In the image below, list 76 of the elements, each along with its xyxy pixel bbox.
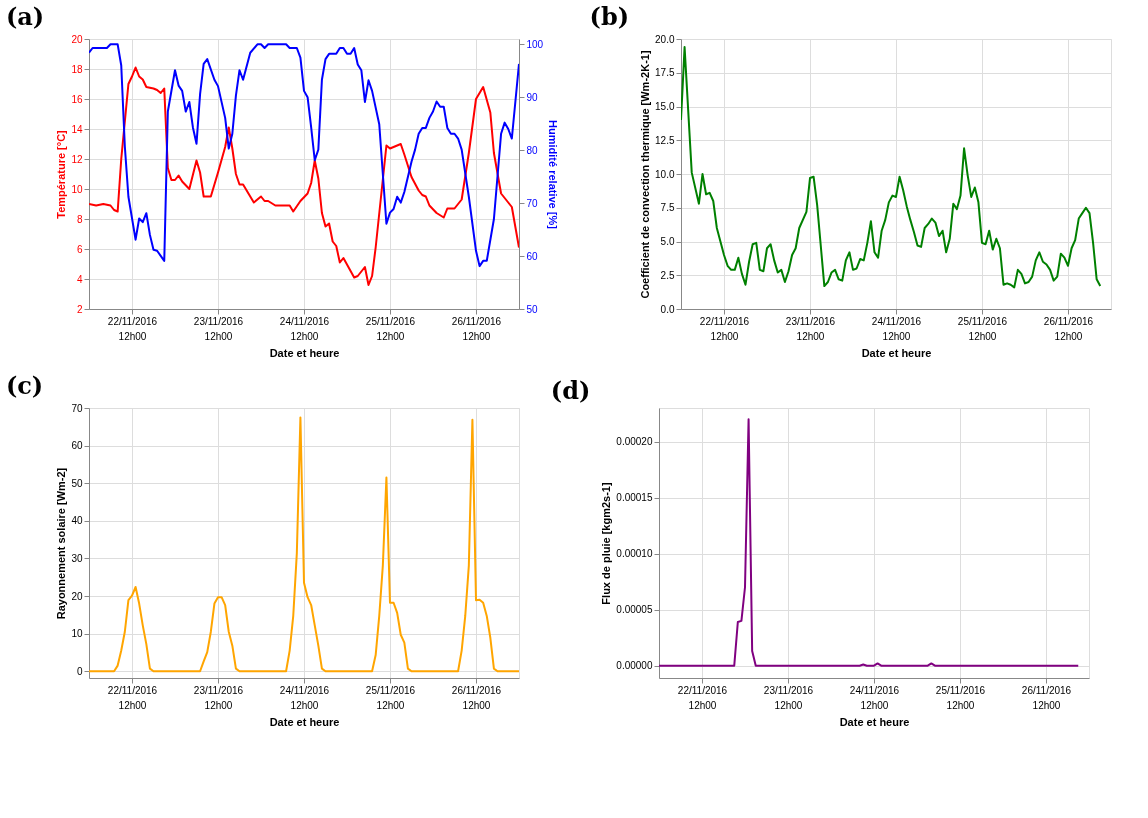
y-tick-label: 15.0 <box>655 101 675 112</box>
y-tick-label: 40 <box>71 515 83 527</box>
y-tick-label: 7.5 <box>660 202 675 214</box>
y-tick-label: 12.5 <box>655 134 675 146</box>
y2-tick-label: 80 <box>526 144 539 156</box>
y-tick-label: 10 <box>71 183 83 195</box>
y2-tick-label: 90 <box>526 91 539 103</box>
x-tick-label: 26/11/2016 12h00 <box>1043 315 1094 342</box>
y-tick-label: 0.00020 <box>616 436 653 448</box>
y-tick-label: 6 <box>76 243 83 255</box>
y-tick-label: 17.5 <box>655 67 675 79</box>
y-tick-label: 0.00005 <box>616 604 653 616</box>
x-tick-label: 22/11/2016 12h00 <box>677 684 728 711</box>
line-series <box>659 418 1080 667</box>
y-tick-label: 0.00010 <box>616 548 653 560</box>
x-tick-label: 25/11/2016 12h00 <box>935 684 986 711</box>
y2-tick-label: 60 <box>526 250 539 262</box>
x-tick-label: 22/11/2016 12h00 <box>699 315 750 342</box>
y-tick-label: 10 <box>71 628 83 640</box>
x-tick-label: 26/11/2016 12h00 <box>1021 684 1072 711</box>
y-tick-label: 20 <box>71 590 83 602</box>
y2-tick-label: 50 <box>526 303 539 315</box>
x-tick-label: 24/11/2016 12h00 <box>279 684 330 711</box>
y-tick-label: 2.5 <box>660 269 675 281</box>
y-tick-label: 0.0 <box>660 303 675 315</box>
y-tick-label: 4 <box>76 273 83 285</box>
x-tick-label: 24/11/2016 12h00 <box>279 315 330 342</box>
line-series <box>89 43 519 268</box>
y-tick-label: 20 <box>71 33 83 45</box>
chart-title: (c) <box>5 371 44 400</box>
y-tick-label: 20.0 <box>655 33 675 45</box>
y-tick-label: 5.0 <box>660 236 675 247</box>
y2-axis-title: Humidité relative [%] <box>547 120 560 230</box>
x-tick-label: 24/11/2016 12h00 <box>849 684 900 711</box>
x-axis-title: Date et heure <box>839 715 910 728</box>
y-tick-label: 60 <box>71 440 83 452</box>
x-tick-label: 25/11/2016 12h00 <box>957 315 1008 342</box>
y-tick-label: 0.00015 <box>616 492 653 504</box>
y-tick-label: 0 <box>76 665 83 677</box>
x-tick-label: 23/11/2016 12h00 <box>193 315 244 342</box>
line-series <box>89 416 519 673</box>
y-tick-label: 70 <box>71 402 83 414</box>
x-tick-label: 26/11/2016 12h00 <box>451 315 502 342</box>
y2-tick-label: 100 <box>526 38 544 50</box>
x-tick-label: 23/11/2016 12h00 <box>785 315 836 342</box>
y-tick-label: 16 <box>71 93 83 105</box>
x-axis-title: Date et heure <box>269 346 340 359</box>
x-tick-label: 25/11/2016 12h00 <box>365 684 416 711</box>
line-series <box>89 66 519 286</box>
y-axis-title: Rayonnement solaire [Wm-2] <box>55 467 68 620</box>
y2-tick-label: 70 <box>526 197 539 209</box>
y-axis-title: Température [°C] <box>55 129 68 219</box>
x-axis-title: Date et heure <box>861 346 932 359</box>
line-series <box>681 46 1102 289</box>
x-axis-title: Date et heure <box>269 715 340 728</box>
y-tick-label: 50 <box>71 477 83 489</box>
y-tick-label: 12 <box>71 153 83 165</box>
chart-title: (b) <box>589 2 630 31</box>
x-tick-label: 24/11/2016 12h00 <box>871 315 922 342</box>
y-tick-label: 8 <box>76 213 83 225</box>
y-tick-label: 0.00000 <box>616 660 653 672</box>
y-axis-title: Coefficient de convection thermique [Wm-2K-1] <box>639 50 652 299</box>
x-tick-label: 23/11/2016 12h00 <box>763 684 814 711</box>
y-tick-label: 30 <box>71 552 83 564</box>
x-tick-label: 22/11/2016 12h00 <box>107 684 158 711</box>
y-tick-label: 2 <box>76 303 83 315</box>
y-tick-label: 14 <box>71 123 83 135</box>
x-tick-label: 22/11/2016 12h00 <box>107 315 158 342</box>
y-tick-label: 10.0 <box>655 168 675 180</box>
y-axis-title: Flux de pluie [kgm2s-1] <box>600 482 613 605</box>
y-tick-label: 18 <box>71 63 83 75</box>
chart-title: (a) <box>5 2 45 31</box>
x-tick-label: 25/11/2016 12h00 <box>365 315 416 342</box>
x-tick-label: 23/11/2016 12h00 <box>193 684 244 711</box>
chart-title: (d) <box>550 376 591 405</box>
x-tick-label: 26/11/2016 12h00 <box>451 684 502 711</box>
